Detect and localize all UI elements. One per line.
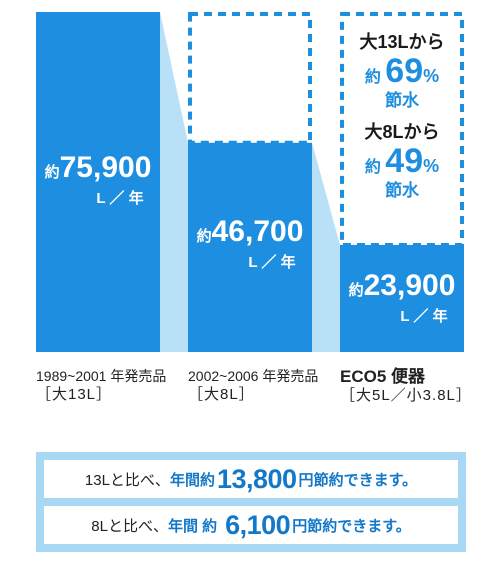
banner-row-13l: 13Lと比べ、 年間約 13,800 円 節約できます。 [44, 460, 458, 498]
annotation-2-label: 節水 [384, 180, 420, 200]
bar-3-value: 約23,900 [349, 269, 456, 302]
category-2: 2002~2006 年発売品 ［大8L］ [188, 368, 318, 404]
bar-2-value: 約46,700 [197, 215, 304, 248]
category-1: 1989~2001 年発売品 ［大13L］ [36, 368, 166, 404]
banner-row-1-strong: 年間約 [169, 471, 215, 489]
bar-1-value: 約75,900 [45, 151, 152, 184]
connector-2 [312, 142, 340, 352]
banner-row-8l: 8Lと比べ、 年間 約 6,100 円 節約できます。 [44, 506, 458, 544]
banner-row-2-amount: 6,100 [225, 509, 291, 540]
reference-box-1 [188, 12, 312, 145]
banner-row-1-amount: 13,800 [216, 463, 297, 494]
bar-connectors [160, 12, 340, 352]
savings-banner: 13Lと比べ、 年間約 13,800 円 節約できます。 8Lと比べ、 年間 約… [36, 452, 466, 552]
annotation-2-from: 大8Lから [364, 121, 439, 142]
bar-2-unit: L ／ 年 [248, 253, 295, 271]
annotation-2-percent: 約 49% [365, 142, 439, 180]
banner-row-2-tail: 節約できます。 [307, 517, 411, 535]
connector-1 [160, 12, 188, 352]
category-3: ECO5 便器 ［大5L／小3.8L］ [340, 366, 472, 406]
category-2-label: 2002~2006 年発売品 [188, 368, 319, 384]
annotation-1-label: 節水 [384, 90, 420, 110]
bar-1 [36, 12, 160, 352]
banner-row-1-tail: 節約できます。 [313, 471, 418, 489]
bar-3 [340, 244, 464, 352]
category-1-label: 1989~2001 年発売品 [36, 368, 167, 384]
bar-1-unit: L ／ 年 [96, 189, 143, 207]
banner-row-1-unit: 円 [298, 471, 314, 489]
bar-2 [188, 142, 312, 352]
bar-3-unit: L ／ 年 [400, 307, 447, 325]
bars [36, 12, 464, 352]
banner-row-2-lead: 8Lと比べ、 [91, 517, 168, 535]
category-3-label: ECO5 便器 [340, 367, 426, 386]
banner-row-2-strong: 年間 約 [167, 517, 218, 535]
category-1-sublabel: ［大13L］ [36, 385, 113, 403]
annotation-1-from: 大13Lから [359, 31, 444, 52]
annotation-1-percent: 約 69% [365, 52, 439, 90]
category-2-sublabel: ［大8L］ [188, 385, 255, 403]
category-3-sublabel: ［大5L／小3.8L］ [340, 387, 472, 405]
banner-row-1-lead: 13Lと比べ、 [84, 471, 170, 489]
banner-row-2-unit: 円 [292, 517, 308, 535]
